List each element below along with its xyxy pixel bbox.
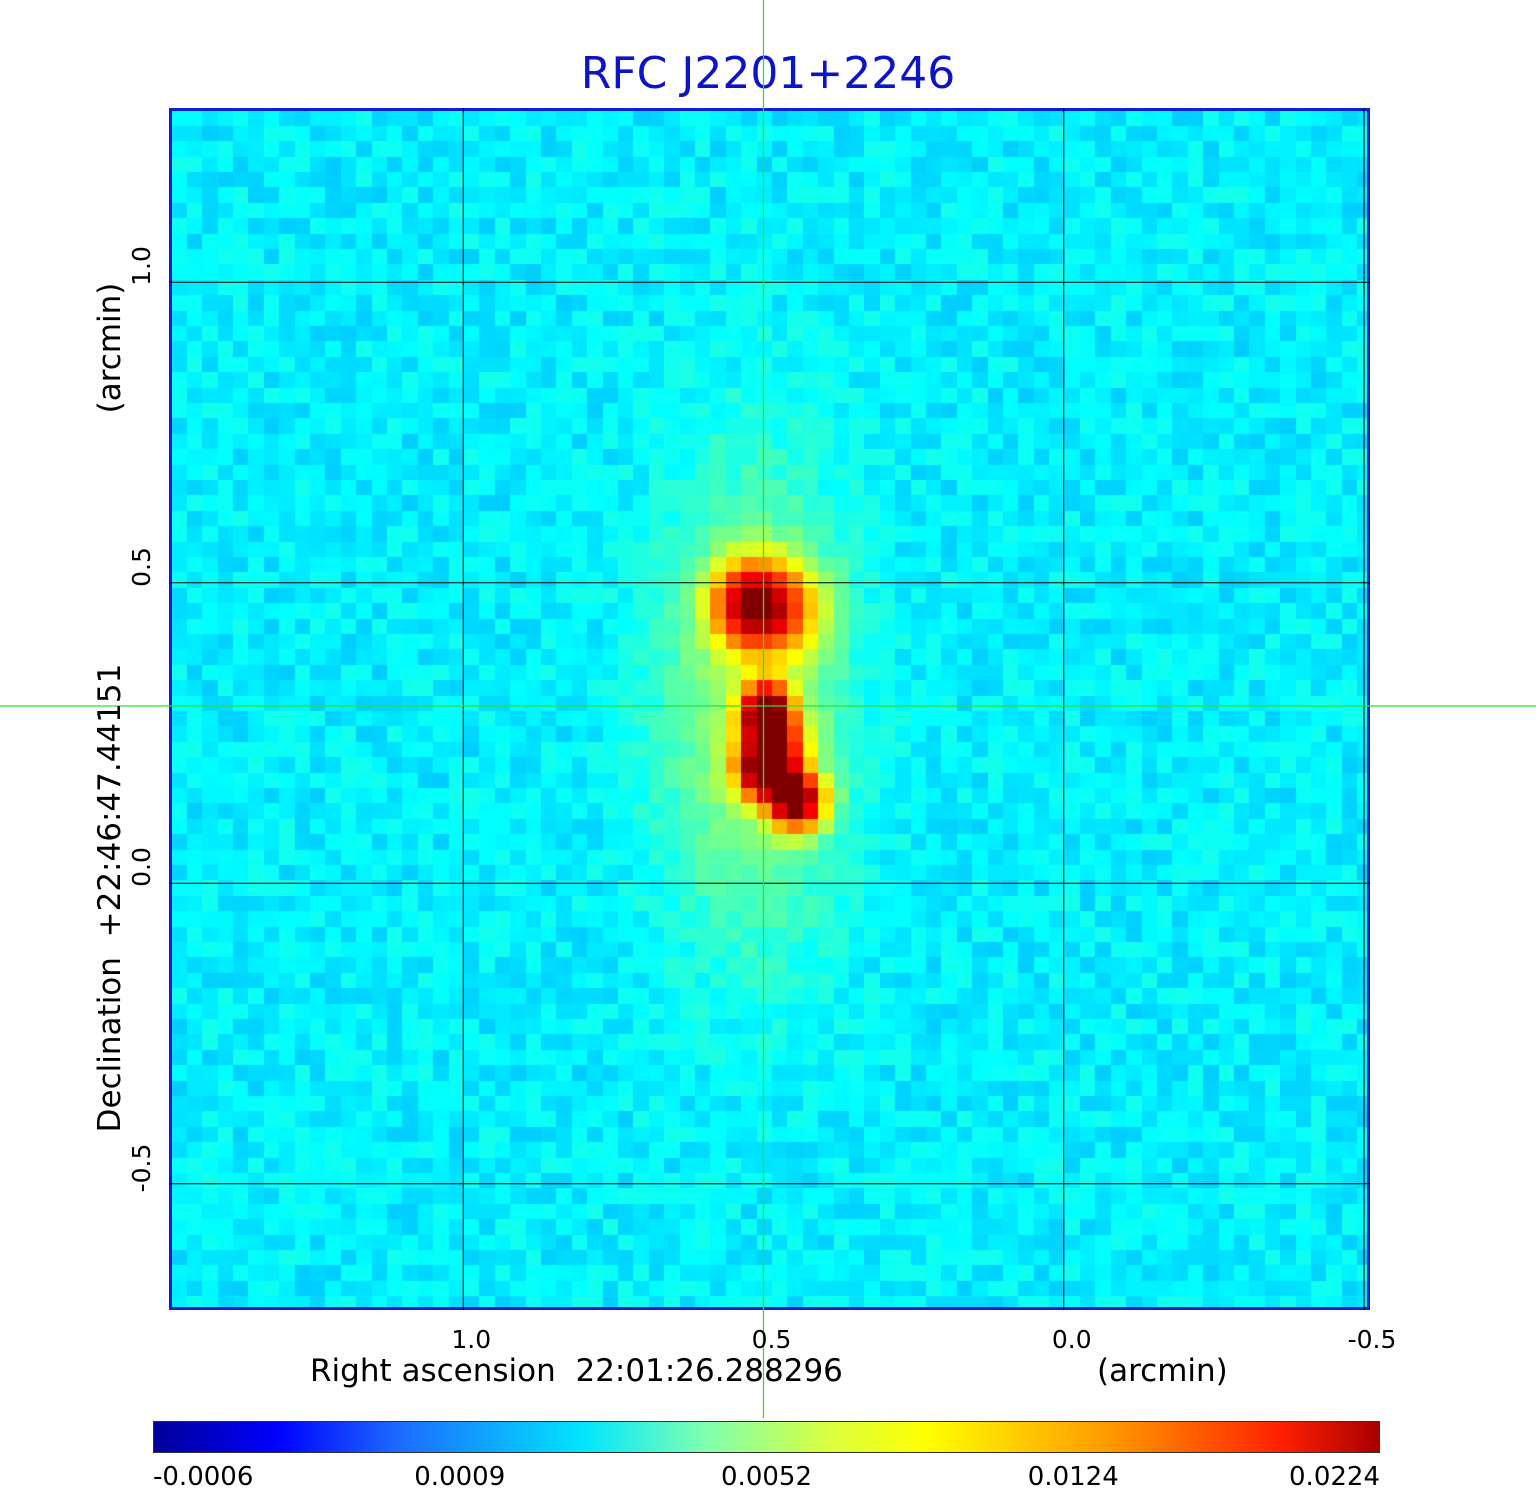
x-axis-label: Right ascension 22:01:26.288296 — [310, 1353, 843, 1389]
intensity-map — [172, 111, 1367, 1307]
colorbar-tick-label: 0.0009 — [414, 1462, 506, 1492]
x-axis-unit: (arcmin) — [1097, 1353, 1228, 1389]
x-tick-label: 0.0 — [1051, 1325, 1092, 1354]
colorbar-tick-label: 0.0124 — [1027, 1462, 1119, 1492]
colorbar-tick-label: 0.0052 — [721, 1462, 812, 1492]
colorbar — [153, 1421, 1380, 1453]
x-tick-label: 0.5 — [751, 1325, 792, 1354]
coordinate-grid — [169, 108, 1370, 1310]
y-tick-label: -0.5 — [127, 1143, 156, 1193]
y-axis-unit: (arcmin) — [92, 282, 128, 414]
colorbar-tick-label: -0.0006 — [153, 1462, 254, 1492]
x-tick-label: 1.0 — [451, 1325, 492, 1354]
chart-title: RFC J2201+2246 — [580, 48, 956, 99]
y-tick-label: 1.0 — [127, 246, 156, 287]
colorbar-tick-label: 0.0224 — [1289, 1462, 1380, 1492]
x-tick-label: -0.5 — [1347, 1325, 1397, 1354]
image-map[interactable] — [169, 108, 1370, 1310]
y-tick-label: 0.0 — [127, 847, 156, 888]
y-axis-label: Declination +22:46:47.44151 — [92, 663, 128, 1133]
y-tick-label: 0.5 — [127, 546, 156, 587]
